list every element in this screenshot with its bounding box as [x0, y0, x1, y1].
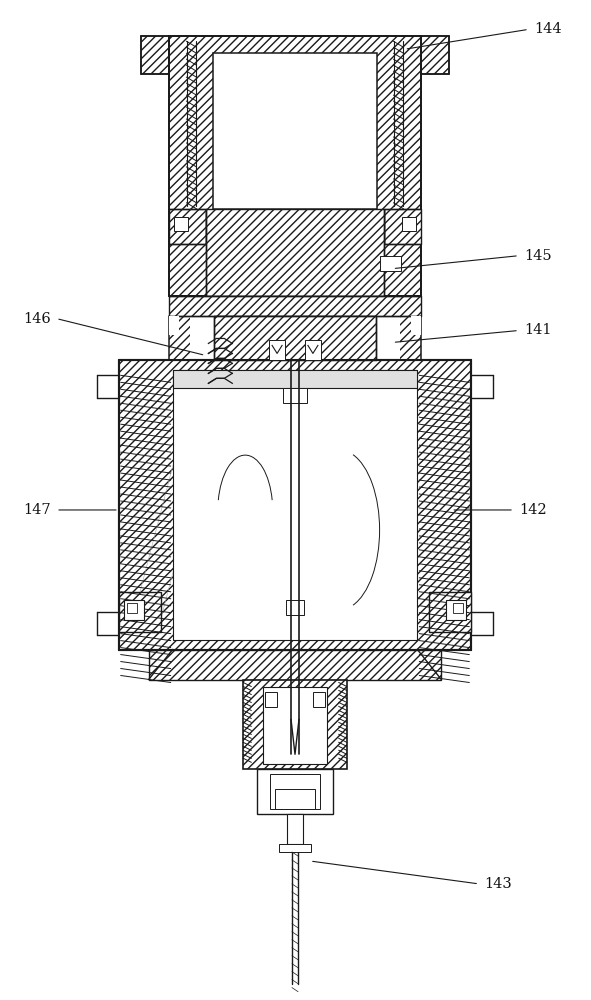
- Bar: [168, 316, 178, 335]
- Bar: [283, 388, 307, 403]
- Bar: [173, 370, 417, 388]
- Bar: [270, 774, 320, 809]
- Bar: [168, 296, 421, 316]
- Bar: [400, 316, 421, 360]
- Bar: [168, 209, 206, 244]
- Bar: [402, 217, 417, 231]
- Bar: [279, 844, 311, 852]
- Bar: [269, 340, 285, 360]
- Text: 142: 142: [519, 503, 547, 517]
- Bar: [286, 600, 304, 615]
- Text: 143: 143: [484, 877, 512, 891]
- Bar: [263, 687, 327, 764]
- Bar: [119, 592, 161, 632]
- Bar: [411, 316, 421, 335]
- Bar: [213, 53, 376, 209]
- Bar: [257, 769, 333, 814]
- Bar: [275, 789, 315, 809]
- Bar: [149, 650, 441, 680]
- Bar: [119, 360, 471, 650]
- Bar: [287, 814, 303, 844]
- Bar: [127, 603, 137, 613]
- Bar: [430, 592, 471, 632]
- Bar: [206, 209, 384, 296]
- Bar: [173, 370, 417, 640]
- Bar: [124, 600, 144, 620]
- Bar: [421, 36, 449, 74]
- Bar: [313, 692, 325, 707]
- Text: 141: 141: [524, 323, 551, 337]
- Bar: [384, 209, 421, 244]
- Bar: [168, 36, 421, 296]
- Text: 145: 145: [524, 249, 551, 263]
- Bar: [215, 316, 376, 360]
- Bar: [446, 600, 466, 620]
- Bar: [243, 680, 347, 769]
- Bar: [168, 316, 190, 360]
- Bar: [379, 256, 401, 271]
- Text: 144: 144: [534, 22, 561, 36]
- Text: 146: 146: [24, 312, 51, 326]
- Bar: [305, 340, 321, 360]
- Bar: [453, 603, 463, 613]
- Bar: [174, 217, 187, 231]
- Bar: [265, 692, 277, 707]
- Text: 147: 147: [24, 503, 51, 517]
- Bar: [141, 36, 168, 74]
